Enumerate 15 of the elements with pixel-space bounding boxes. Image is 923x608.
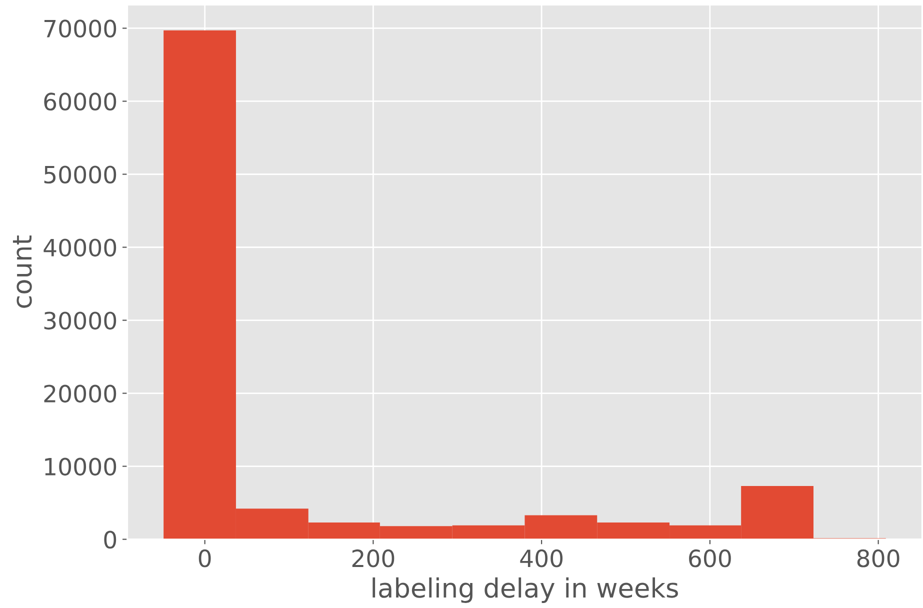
x-tick-label: 800: [857, 549, 900, 568]
y-tick-label: 0: [104, 530, 116, 549]
y-tick-label: 10000: [45, 458, 116, 476]
x-tick-label: 0: [198, 549, 211, 568]
y-tick-label: 30000: [44, 312, 116, 330]
x-axis-title: labeling delay in weeks: [372, 577, 678, 603]
y-axis-title: count: [12, 235, 32, 308]
x-tick-label: 600: [689, 549, 731, 568]
y-tick-label: 70000: [44, 20, 116, 38]
x-tick-label: 200: [352, 549, 394, 568]
x-tick-label: 400: [520, 549, 563, 568]
y-tick-label: 50000: [44, 166, 116, 184]
y-tick-label: 20000: [44, 384, 116, 403]
y-tick-label: 40000: [44, 238, 116, 257]
y-tick-label: 60000: [44, 92, 116, 111]
